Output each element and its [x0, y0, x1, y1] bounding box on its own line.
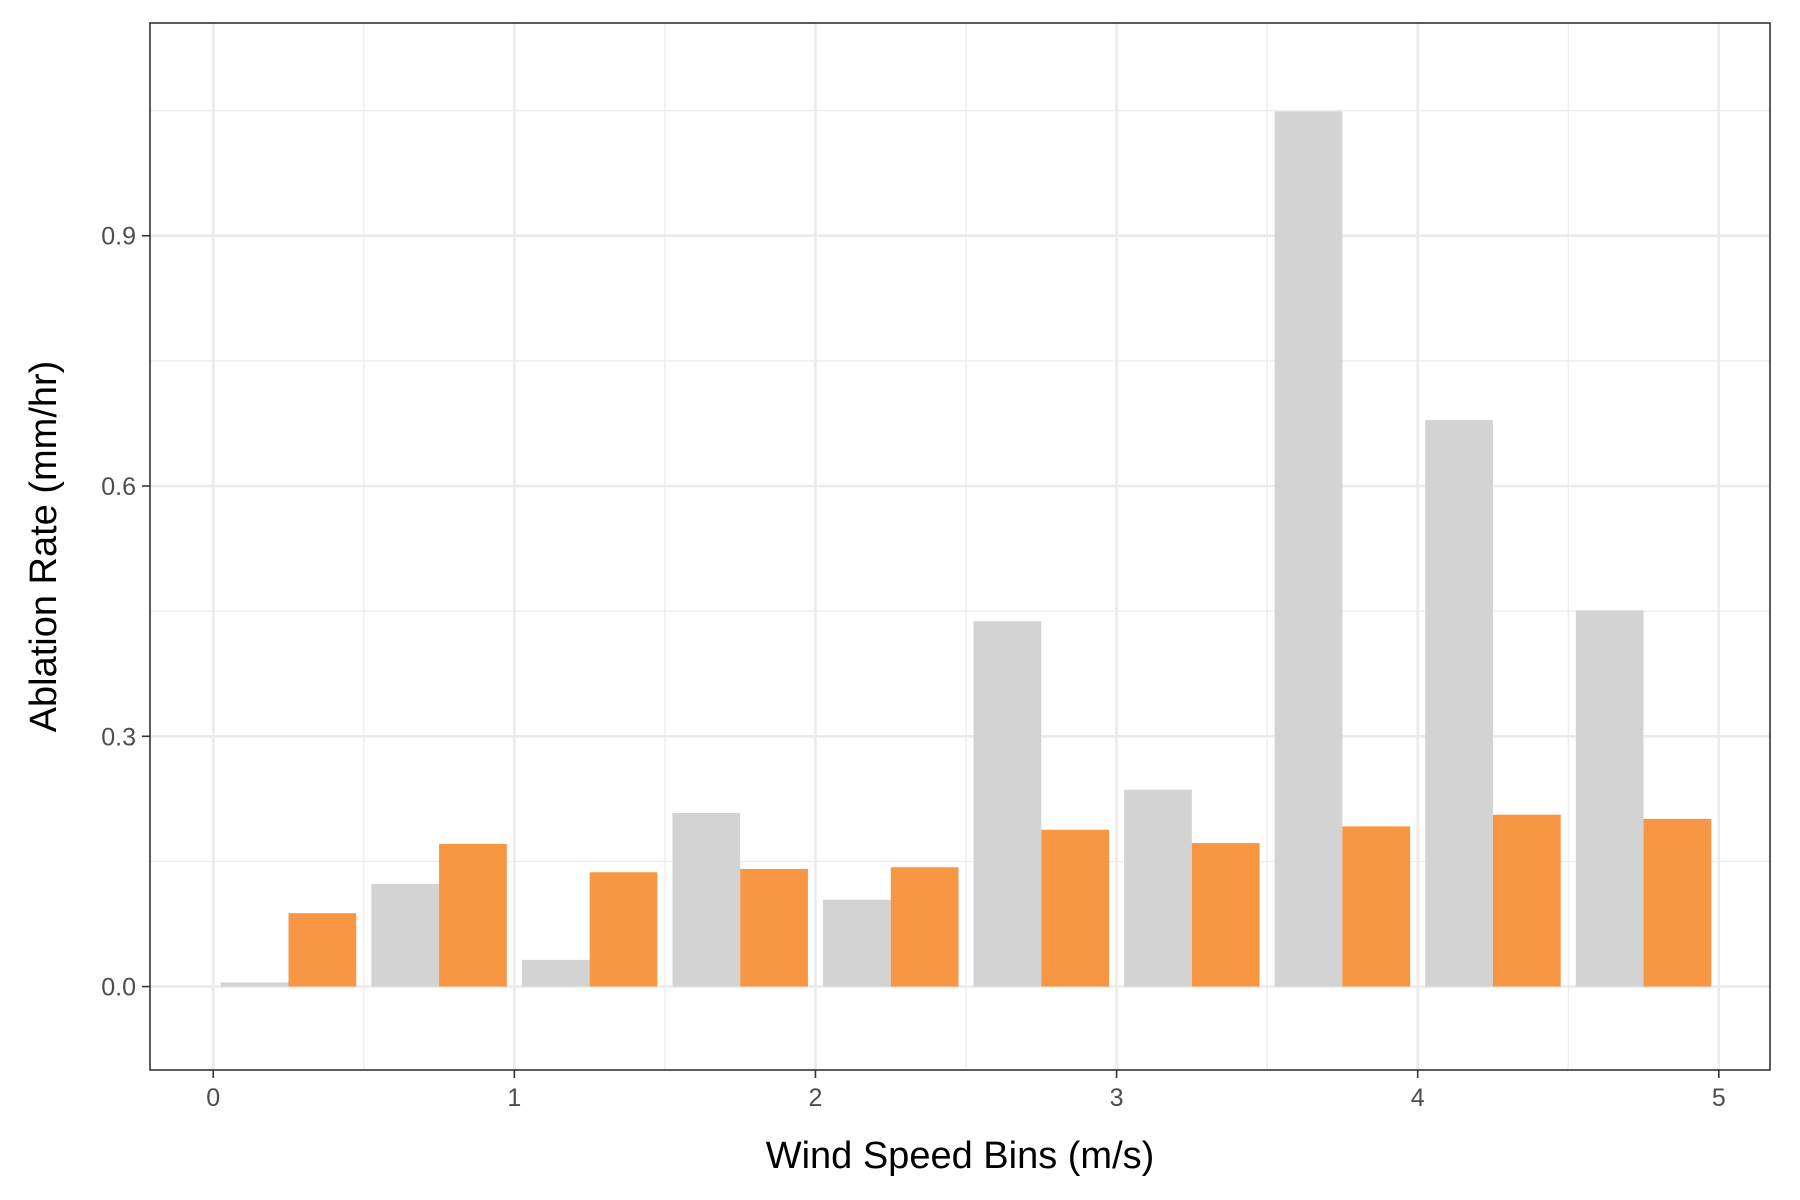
x-tick-label: 3	[1110, 1084, 1124, 1112]
bar	[890, 867, 959, 987]
y-tick-label: 0.9	[101, 223, 136, 251]
x-axis-ticks: 0 1 2 3 4 5	[206, 1070, 1726, 1112]
bar	[1274, 111, 1343, 987]
bar	[288, 913, 357, 987]
bar	[1124, 789, 1192, 987]
bar	[220, 982, 289, 987]
panel-border	[149, 22, 1771, 1071]
bar	[1575, 610, 1644, 987]
minor-gridlines	[150, 23, 1770, 1070]
bar	[1425, 420, 1493, 987]
x-tick-label: 1	[507, 1084, 521, 1112]
x-tick-label: 2	[809, 1084, 823, 1112]
bar	[371, 883, 440, 987]
bar	[1342, 826, 1411, 987]
y-tick-label: 0.3	[101, 723, 136, 751]
y-axis-ticks: 0.0 0.3 0.6 0.9	[101, 223, 150, 1002]
bars	[220, 111, 1712, 987]
x-tick-label: 0	[206, 1084, 220, 1112]
major-gridlines	[150, 23, 1770, 1070]
bar	[1041, 829, 1110, 987]
bar	[1492, 814, 1561, 987]
x-tick-label: 5	[1712, 1084, 1726, 1112]
bar	[589, 872, 658, 987]
y-tick-label: 0.0	[101, 974, 136, 1002]
bar	[521, 959, 590, 987]
y-axis-title: Ablation Rate (mm/hr)	[23, 361, 65, 733]
y-tick-label: 0.6	[101, 473, 136, 501]
bar	[822, 899, 891, 987]
bar	[973, 621, 1042, 987]
bar	[1191, 843, 1260, 987]
x-tick-label: 4	[1411, 1084, 1425, 1112]
x-axis-title: Wind Speed Bins (m/s)	[766, 1135, 1155, 1177]
bar	[672, 813, 741, 987]
bar	[740, 868, 808, 987]
bar	[439, 843, 507, 987]
bar	[1643, 818, 1712, 987]
